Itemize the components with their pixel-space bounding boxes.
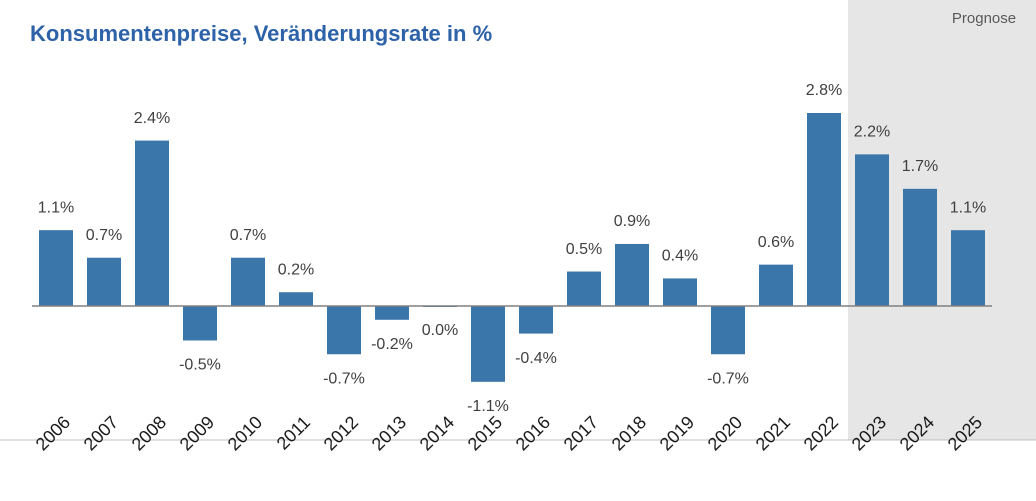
value-label: 1.1% — [38, 199, 74, 216]
x-tick-label: 2015 — [464, 412, 506, 454]
x-tick-label: 2013 — [368, 412, 410, 454]
forecast-label: Prognose — [952, 10, 1016, 27]
value-label: 1.7% — [902, 158, 938, 175]
bar — [375, 306, 409, 320]
bar — [471, 306, 505, 382]
x-tick-label: 2017 — [560, 412, 602, 454]
x-tick-label: 2016 — [512, 412, 554, 454]
value-label: -0.7% — [323, 370, 365, 387]
value-label: 2.8% — [806, 82, 842, 99]
bar — [231, 257, 265, 306]
bar — [663, 278, 697, 306]
x-tick-label: 2019 — [656, 412, 698, 454]
value-label: -0.4% — [515, 350, 557, 367]
bar — [135, 140, 169, 306]
bar — [615, 243, 649, 306]
x-tick-label: 2018 — [608, 412, 650, 454]
bar — [183, 306, 217, 341]
x-tick-label: 2020 — [704, 412, 746, 454]
bar — [87, 257, 121, 306]
bar — [903, 188, 937, 306]
value-label: 0.7% — [86, 227, 122, 244]
value-label: 0.5% — [566, 241, 602, 258]
x-tick-label: 2011 — [273, 412, 315, 454]
x-tick-label: 2014 — [416, 412, 458, 454]
bar — [327, 306, 361, 355]
value-label: -0.7% — [707, 370, 749, 387]
value-label: 0.9% — [614, 213, 650, 230]
value-label: 0.4% — [662, 248, 698, 265]
x-tick-label: 2008 — [128, 412, 170, 454]
value-label: 2.4% — [134, 110, 170, 127]
value-label: 0.7% — [230, 227, 266, 244]
bar — [519, 306, 553, 334]
bar — [39, 230, 73, 306]
value-label: 2.2% — [854, 124, 890, 141]
x-tick-label: 2022 — [800, 412, 842, 454]
x-tick-label: 2021 — [752, 412, 794, 454]
bar — [567, 271, 601, 306]
value-label: -1.1% — [467, 398, 509, 415]
value-label: 1.1% — [950, 199, 986, 216]
value-label: -0.5% — [179, 357, 221, 374]
value-label: 0.2% — [278, 261, 314, 278]
bar — [807, 113, 841, 306]
value-label: 0.6% — [758, 234, 794, 251]
x-tick-label: 2007 — [80, 412, 122, 454]
bar — [711, 306, 745, 355]
x-tick-label: 2012 — [320, 412, 362, 454]
bar — [951, 230, 985, 306]
bar — [759, 264, 793, 306]
x-tick-label: 2009 — [176, 412, 218, 454]
x-tick-label: 2006 — [32, 412, 74, 454]
x-tick-label: 2010 — [224, 412, 266, 454]
bar — [855, 154, 889, 306]
value-label: -0.2% — [371, 336, 413, 353]
chart-title: Konsumentenpreise, Veränderungsrate in % — [30, 21, 492, 46]
value-label: 0.0% — [422, 322, 458, 339]
bar — [279, 292, 313, 306]
